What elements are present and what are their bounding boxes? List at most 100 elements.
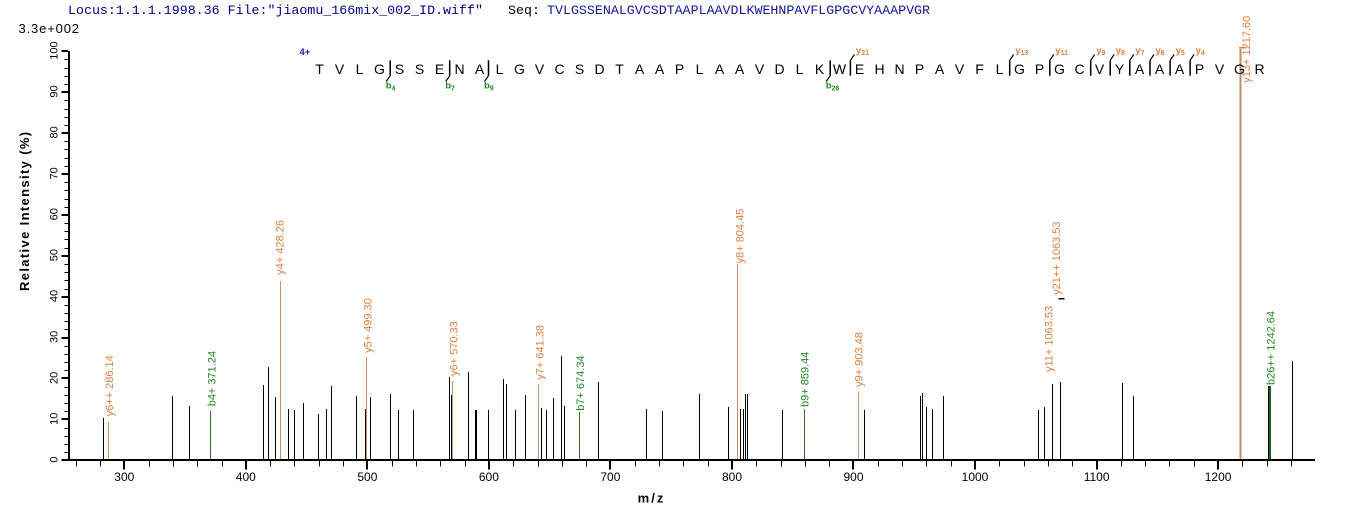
svg-text:700: 700 (600, 470, 620, 484)
svg-text:Seq:: Seq: (508, 3, 540, 18)
svg-text:V: V (1095, 61, 1105, 77)
svg-text:90: 90 (49, 85, 61, 97)
svg-text:TVLGSSENALGVCSDTAAPLAAVDLKWEHN: TVLGSSENALGVCSDTAAPLAAVDLKWEHNPAVFLGPGCV… (547, 3, 930, 18)
svg-text:P: P (915, 61, 924, 77)
svg-text:N: N (894, 61, 904, 77)
svg-text:A: A (735, 61, 745, 77)
svg-text:y11+ 1063.53: y11+ 1063.53 (1043, 306, 1055, 372)
svg-text:4+: 4+ (300, 47, 311, 58)
svg-text:y11: y11 (1055, 45, 1068, 57)
svg-text:G: G (1054, 61, 1065, 77)
svg-text:P: P (675, 61, 684, 77)
svg-text:3.3e+002: 3.3e+002 (19, 21, 80, 36)
svg-text:y13: y13 (1015, 45, 1028, 57)
svg-text:P: P (1195, 61, 1204, 77)
svg-text:C: C (554, 61, 564, 77)
svg-text:G: G (1234, 61, 1245, 77)
svg-text:V: V (955, 61, 965, 77)
svg-text:K: K (815, 61, 825, 77)
svg-text:300: 300 (114, 470, 134, 484)
svg-text:y7: y7 (1135, 45, 1144, 57)
svg-text:E: E (855, 61, 864, 77)
svg-text:A: A (1175, 61, 1185, 77)
svg-text:V: V (755, 61, 765, 77)
svg-text:L: L (796, 61, 804, 77)
svg-text:R: R (1254, 61, 1264, 77)
svg-text:A: A (715, 61, 725, 77)
svg-text:b9+ 859.44: b9+ 859.44 (800, 352, 812, 407)
svg-text:80: 80 (49, 126, 61, 138)
svg-text:N: N (454, 61, 464, 77)
svg-text:30: 30 (49, 331, 61, 343)
svg-text:Locus:1.1.1.1998.36 File:"jiao: Locus:1.1.1.1998.36 File:"jiaomu_166mix_… (68, 3, 483, 18)
svg-text:y21: y21 (856, 45, 869, 57)
svg-text:40: 40 (49, 290, 61, 302)
svg-text:G: G (374, 61, 385, 77)
svg-text:Y: Y (1115, 61, 1125, 77)
svg-text:V: V (535, 61, 545, 77)
svg-text:L: L (696, 61, 704, 77)
svg-text:y4: y4 (1196, 45, 1205, 57)
svg-text:A: A (1155, 61, 1165, 77)
svg-text:H: H (874, 61, 884, 77)
svg-text:b9: b9 (484, 81, 494, 93)
svg-text:50: 50 (49, 249, 61, 261)
svg-text:y9: y9 (1096, 45, 1105, 57)
svg-text:y9+ 903.48: y9+ 903.48 (854, 332, 866, 387)
svg-text:G: G (514, 61, 525, 77)
svg-text:1200: 1200 (1205, 470, 1232, 484)
svg-text:b7+ 674.34: b7+ 674.34 (575, 355, 587, 410)
svg-text:D: D (594, 61, 604, 77)
svg-text:y8+ 804.45: y8+ 804.45 (734, 209, 746, 264)
svg-text:y5: y5 (1176, 45, 1185, 57)
svg-text:800: 800 (722, 470, 742, 484)
svg-text:V: V (1215, 61, 1225, 77)
svg-text:b26++ 1242.64: b26++ 1242.64 (1266, 311, 1278, 385)
svg-text:0: 0 (49, 457, 61, 463)
svg-text:A: A (635, 61, 645, 77)
svg-text:y5+ 499.30: y5+ 499.30 (363, 298, 375, 353)
svg-text:T: T (315, 61, 324, 77)
svg-text:100: 100 (49, 41, 61, 59)
svg-text:S: S (575, 61, 584, 77)
svg-text:C: C (1074, 61, 1084, 77)
svg-text:70: 70 (49, 167, 61, 179)
svg-text:W: W (833, 61, 847, 77)
svg-text:20: 20 (49, 372, 61, 384)
svg-text:A: A (655, 61, 665, 77)
svg-text:S: S (415, 61, 424, 77)
svg-text:A: A (475, 61, 485, 77)
svg-text:y7+ 641.38: y7+ 641.38 (535, 325, 547, 380)
svg-text:L: L (356, 61, 364, 77)
svg-text:A: A (1135, 61, 1145, 77)
svg-text:900: 900 (843, 470, 863, 484)
svg-text:500: 500 (357, 470, 377, 484)
svg-text:G: G (1014, 61, 1025, 77)
svg-text:y13+ 1217.60: y13+ 1217.60 (1241, 16, 1253, 83)
svg-text:y21++ 1063.53: y21++ 1063.53 (1051, 221, 1063, 294)
svg-text:S: S (395, 61, 404, 77)
svg-text:y6++ 286.14: y6++ 286.14 (104, 355, 116, 416)
svg-text:L: L (496, 61, 504, 77)
svg-text:y6+ 570.33: y6+ 570.33 (449, 321, 461, 376)
svg-text:F: F (975, 61, 984, 77)
svg-text:V: V (335, 61, 345, 77)
svg-text:A: A (935, 61, 945, 77)
svg-text:y4+ 428.26: y4+ 428.26 (275, 220, 287, 275)
svg-text:P: P (1035, 61, 1044, 77)
svg-text:m/z: m/z (638, 491, 666, 506)
svg-text:E: E (435, 61, 444, 77)
svg-text:Relative Intensity (%): Relative Intensity (%) (17, 131, 32, 291)
svg-text:y8: y8 (1116, 45, 1125, 57)
svg-text:D: D (774, 61, 784, 77)
svg-text:b7: b7 (445, 81, 455, 93)
svg-text:400: 400 (236, 470, 256, 484)
svg-text:T: T (615, 61, 624, 77)
svg-text:L: L (996, 61, 1004, 77)
svg-text:60: 60 (49, 208, 61, 220)
svg-text:b4+ 371.24: b4+ 371.24 (207, 351, 219, 406)
svg-text:y6: y6 (1156, 45, 1165, 57)
svg-text:10: 10 (49, 413, 61, 425)
svg-text:600: 600 (479, 470, 499, 484)
svg-text:b4: b4 (386, 81, 396, 93)
